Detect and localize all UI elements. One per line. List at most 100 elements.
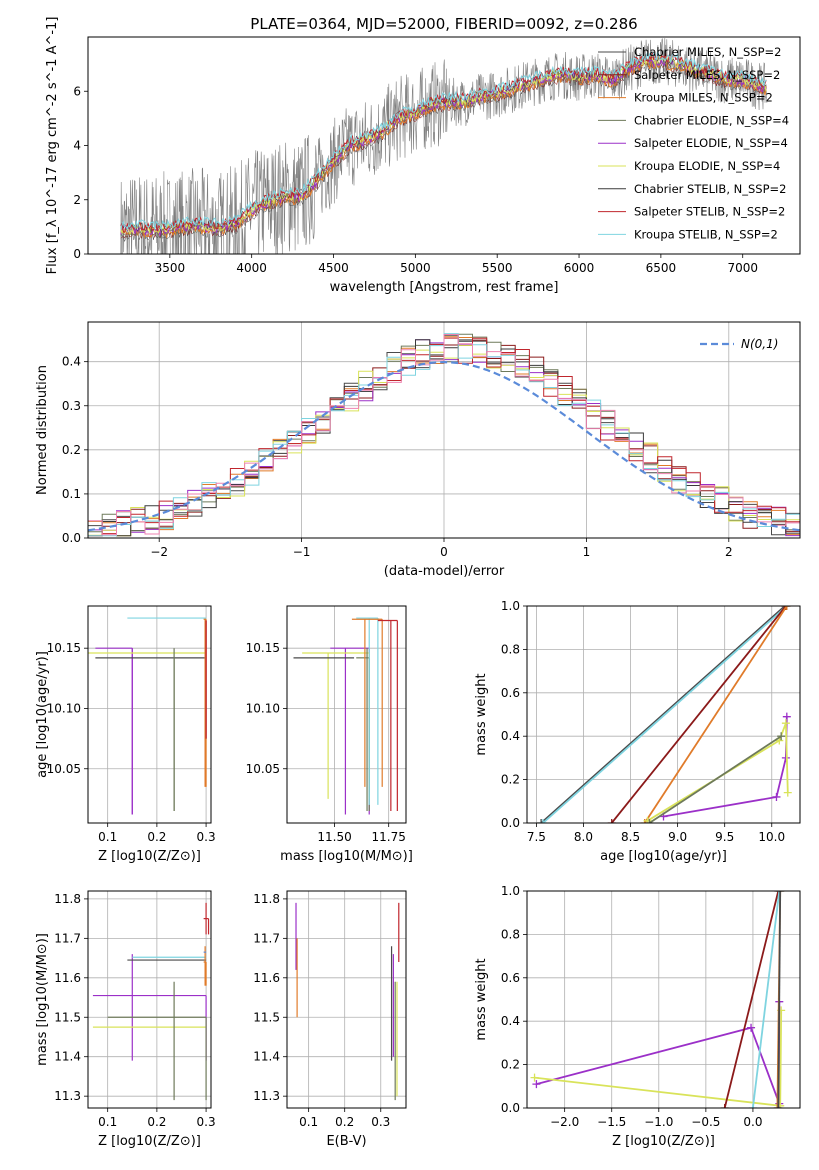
y-tick-label: 1.0	[501, 599, 520, 613]
x-tick-label: 4500	[318, 261, 349, 275]
y-tick-label: 10.15	[246, 641, 280, 655]
x-tick-label: −1.0	[644, 1115, 673, 1129]
axes-frame	[286, 605, 407, 824]
legend-entry: Salpeter STELIB, N_SSP=2	[634, 205, 785, 219]
data-point-4	[356, 648, 370, 811]
x-tick-label: 11.50	[317, 830, 351, 844]
axes-frame	[87, 36, 801, 255]
plot-area	[88, 891, 211, 1108]
figure-title: PLATE=0364, MJD=52000, FIBERID=0092, z=0…	[250, 15, 637, 33]
x-tick-label: 9.0	[668, 830, 687, 844]
y-axis-label: mass weight	[474, 673, 489, 755]
y-tick-label: 11.6	[54, 971, 81, 985]
panel-weight_vs_age: 7.5 8.0 8.5 9.0 9.5 10.0 0.0 0.2 0.4 0.6 0.8 1.0 age…	[474, 599, 801, 864]
panels-group: 3500 4000 4500 5000 5500 6000 6500 7000 0 2 4 6 wave…	[35, 17, 801, 1149]
panel-mass_vs_EBV: 0.1 0.2 0.3 11.3 11.4 11.5 11.6 11.7 11.8 E(B-V)	[253, 890, 407, 1149]
observed-spectrum	[120, 38, 768, 254]
x-tick-label: 3500	[155, 261, 186, 275]
weight-marker	[747, 1023, 756, 1032]
y-tick-label: 0.0	[501, 816, 520, 830]
legend-entry: Chabrier ELODIE, N_SSP=4	[634, 113, 789, 127]
x-axis-label: wavelength [Angstrom, rest frame]	[330, 280, 559, 295]
weight-marker	[539, 819, 548, 823]
x-tick-label: 0.1	[98, 830, 117, 844]
weight-line-1	[540, 606, 786, 823]
weight-line-2	[534, 1010, 783, 1107]
weight-marker	[607, 819, 616, 823]
weight-marker	[772, 792, 781, 801]
y-tick-label: 2	[73, 193, 81, 207]
x-tick-label: 0.1	[98, 1115, 117, 1129]
y-tick-label: 0.6	[501, 971, 520, 985]
x-tick-label: −1.5	[597, 1115, 626, 1129]
y-tick-label: 11.6	[253, 971, 280, 985]
x-tick-label: 0.0	[743, 1115, 762, 1129]
legend-entry: Chabrier MILES, N_SSP=2	[634, 45, 781, 59]
data-point-3	[107, 981, 207, 1101]
plot-area	[287, 606, 406, 823]
y-tick-label: 11.7	[54, 931, 81, 945]
y-tick-label: 10.15	[47, 641, 81, 655]
x-axis-label: Z [log10(Z/Z⊙)]	[98, 1134, 201, 1149]
weight-marker	[643, 816, 652, 823]
x-axis-label: (data-model)/error	[384, 564, 505, 579]
panel-age_vs_mass: 11.50 11.75 10.05 10.10 10.15 mass [log10(M/M…	[246, 605, 413, 864]
y-axis-label: mass [log10(M/M⊙)]	[35, 933, 50, 1066]
data-point-7	[377, 619, 398, 811]
axes-frame	[526, 605, 801, 824]
x-tick-label: 0.2	[147, 830, 166, 844]
data-point-1	[92, 954, 207, 1061]
axes-frame	[87, 321, 801, 539]
x-tick-label: 0.3	[371, 1115, 390, 1129]
legend: N(0,1)	[700, 337, 778, 351]
x-tick-label: 0.3	[197, 1115, 216, 1129]
y-tick-label: 0.2	[501, 773, 520, 787]
plot-area	[527, 606, 800, 823]
y-tick-label: 0.2	[62, 443, 81, 457]
legend-entry: Salpeter MILES, N_SSP=2	[634, 68, 780, 82]
model-line-9	[120, 51, 767, 231]
weight-line-3	[723, 891, 780, 1108]
weight-marker	[774, 1104, 783, 1108]
data-point-6	[203, 946, 207, 986]
panel-age_vs_Z: 0.1 0.2 0.3 10.05 10.10 10.15 Z [log10(Z/Z⊙)] a…	[35, 605, 216, 864]
x-tick-label: 1	[583, 545, 591, 559]
weight-marker	[776, 891, 785, 895]
data-point-6	[351, 618, 383, 787]
y-tick-label: 11.8	[54, 892, 81, 906]
weight-marker	[777, 732, 786, 741]
y-tick-label: 0.4	[501, 729, 520, 743]
y-tick-label: 0.4	[501, 1014, 520, 1028]
x-tick-label: 2	[725, 545, 733, 559]
axes-frame	[286, 890, 407, 1109]
weight-marker	[782, 712, 791, 721]
x-axis-label: mass [log10(M/M⊙)]	[280, 849, 413, 864]
y-axis-label: age [log10(age/yr)]	[35, 651, 50, 778]
y-tick-label: 6	[73, 84, 81, 98]
x-tick-label: 9.5	[715, 830, 734, 844]
y-tick-label: 0.0	[62, 531, 81, 545]
weight-line-6	[647, 722, 789, 822]
weight-marker	[773, 1104, 782, 1108]
x-axis-label: Z [log10(Z/Z⊙)]	[612, 1134, 715, 1149]
plot-area	[527, 891, 800, 1108]
axes-frame	[87, 890, 212, 1109]
x-tick-label: 0.2	[147, 1115, 166, 1129]
x-tick-label: 7.5	[527, 830, 546, 844]
y-axis-label: Normed distribution	[35, 365, 50, 495]
weight-line-1	[536, 1001, 781, 1105]
x-tick-label: 6000	[564, 261, 595, 275]
weight-line-6	[777, 891, 782, 1108]
data-point-1	[330, 647, 370, 815]
x-tick-label: 8.0	[574, 830, 593, 844]
y-tick-label: 1.0	[501, 884, 520, 898]
y-tick-label: 10.10	[246, 701, 280, 715]
y-tick-label: 0.1	[62, 487, 81, 501]
model-line-1	[120, 61, 767, 243]
x-axis-label: age [log10(age/yr)]	[600, 849, 727, 864]
weight-line-4	[643, 606, 788, 823]
y-tick-label: 10.05	[47, 762, 81, 776]
legend-entry: Salpeter ELODIE, N_SSP=4	[634, 136, 788, 150]
x-tick-label: 0	[440, 545, 448, 559]
